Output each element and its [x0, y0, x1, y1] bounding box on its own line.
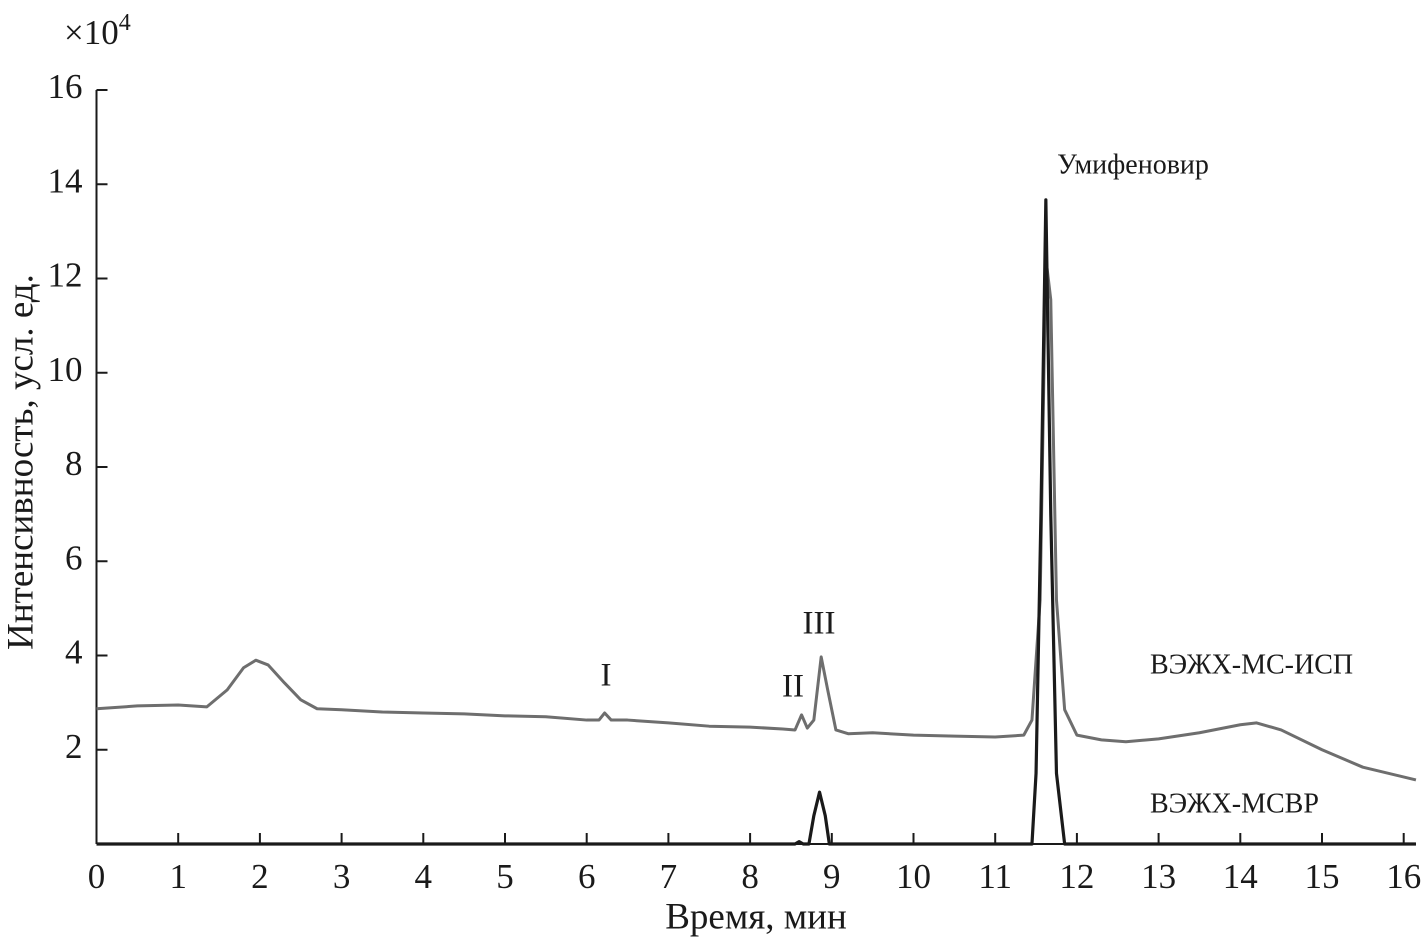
- annotation: II: [782, 669, 804, 705]
- x-tick-label: 10: [896, 857, 931, 896]
- x-tick-label: 3: [333, 857, 351, 896]
- series-line: [96, 256, 1417, 782]
- y-tick-label: 12: [48, 256, 83, 295]
- x-tick-label: 4: [415, 857, 433, 896]
- x-tick-label: 2: [251, 857, 269, 896]
- x-tick-label: 13: [1141, 857, 1176, 896]
- y-tick-label: 2: [65, 727, 83, 766]
- y-tick-label: 8: [65, 444, 83, 483]
- y-tick-label: 16: [48, 67, 83, 106]
- x-tick-label: 1: [169, 857, 187, 896]
- x-tick-label: 5: [496, 857, 514, 896]
- x-tick-label: 7: [660, 857, 678, 896]
- y-tick-label: 4: [65, 633, 83, 672]
- series-line: [96, 198, 1416, 846]
- annotation: Умифеновир: [1057, 149, 1209, 180]
- x-tick-label: 11: [978, 857, 1012, 896]
- x-tick-label: 16: [1386, 857, 1421, 896]
- x-tick-label: 12: [1059, 857, 1094, 896]
- annotation: III: [803, 606, 836, 642]
- series-label: ВЭЖХ-МСВР: [1150, 788, 1319, 819]
- x-tick-label: 0: [88, 857, 106, 896]
- x-tick-label: 15: [1305, 857, 1340, 896]
- x-axis-title: Время, мин: [665, 896, 847, 937]
- annotation: I: [601, 658, 612, 694]
- y-axis-title: Интенсивность, усл. ед.: [0, 274, 41, 650]
- x-tick-label: 14: [1223, 857, 1258, 896]
- y-tick-label: 6: [65, 538, 83, 577]
- y-multiplier-exp: 4: [119, 10, 131, 36]
- y-multiplier-base: ×10: [64, 13, 119, 52]
- y-multiplier: ×104: [64, 10, 131, 53]
- x-tick-label: 9: [823, 857, 841, 896]
- y-tick-label: 10: [48, 350, 83, 389]
- x-tick-label: 6: [578, 857, 596, 896]
- x-tick-label: 8: [741, 857, 759, 896]
- series-label: ВЭЖХ-МС-ИСП: [1150, 649, 1353, 680]
- y-tick-label: 14: [48, 161, 83, 200]
